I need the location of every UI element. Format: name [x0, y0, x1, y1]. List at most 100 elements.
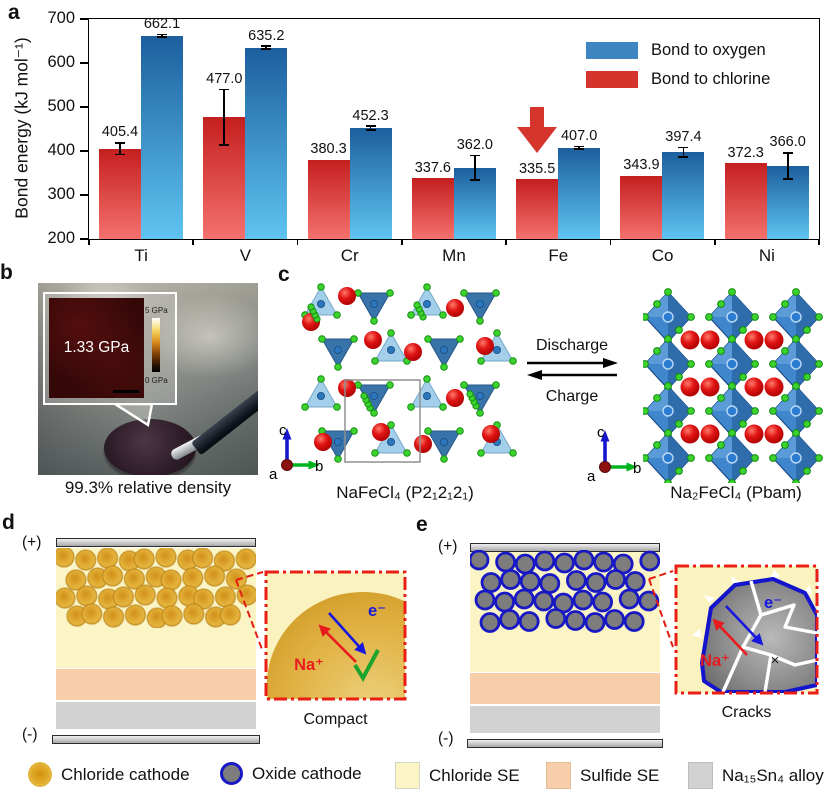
check-icon — [353, 649, 380, 683]
na-ion-arrow — [318, 624, 357, 663]
y-tick — [80, 150, 88, 152]
bar-value-label: 662.1 — [143, 15, 181, 32]
bar-value-label: 335.5 — [518, 160, 556, 177]
a-axis-origin — [599, 461, 611, 473]
legend-label: Bond to chlorine — [651, 70, 771, 88]
axis-label-b: b — [315, 458, 323, 475]
x-tick — [88, 239, 90, 245]
compact-inset: Na⁺ e⁻ — [264, 570, 407, 701]
x-tick — [609, 239, 612, 245]
error-cap — [219, 88, 230, 91]
electron-label: e⁻ — [764, 594, 782, 612]
na2fecl4-structure — [643, 288, 823, 483]
na-ion-label: Na⁺ — [294, 656, 324, 674]
na-ion-label: Na⁺ — [700, 652, 730, 670]
negative-terminal-e: (-) — [438, 730, 454, 747]
tweezers-handle — [191, 378, 258, 456]
bottom-electrode-d — [52, 735, 260, 744]
sulfide-se-layer-e — [470, 673, 660, 704]
bar-value-label: 452.3 — [352, 107, 389, 124]
x-tick-label: Ni — [758, 246, 775, 265]
axis-label-a: a — [587, 468, 596, 485]
x-tick-label: Mn — [442, 246, 466, 265]
top-electrode-e — [470, 543, 660, 552]
bar-value-label: 405.4 — [101, 124, 139, 141]
na2fecl4-label: Na₂FeCl₄ (Pbam) — [670, 483, 802, 502]
alloy-layer-d — [56, 702, 256, 729]
error-bar — [119, 142, 121, 155]
error-cap — [678, 156, 689, 158]
error-cap — [678, 146, 689, 149]
electron-arrow — [725, 605, 764, 646]
bar-bond-to-chlorine-Ti — [99, 148, 141, 239]
legend-swatch-icon — [586, 42, 638, 59]
bar-chart-plot-area: 200 300 400 500 600 700 Ti V Cr Mn Fe Co Ni 405.4 477.… — [47, 9, 820, 265]
cracks-caption: Cracks — [721, 704, 772, 721]
positive-terminal-d: (+) — [22, 534, 42, 551]
legend-label: Chloride cathode — [61, 764, 190, 784]
chloride-cathode-swatch-icon — [28, 762, 52, 787]
error-cap — [115, 153, 125, 156]
y-tick — [80, 194, 88, 196]
pellet-photo: 1.33 GPa 5 GPa 0 GPa — [38, 283, 258, 475]
x-tick — [401, 239, 403, 245]
bar-bond-to-oxygen-V — [245, 47, 288, 239]
legend-label: Sulfide SE — [580, 765, 660, 785]
y-tick — [80, 18, 88, 20]
y-tick-label: 500 — [47, 97, 75, 115]
legend-label: Chloride SE — [429, 765, 520, 785]
positive-terminal-e: (+) — [438, 538, 458, 555]
chart-legend-item: Bond to chlorine — [586, 70, 770, 89]
axis-label-c: c — [279, 422, 287, 439]
axis-label-b: b — [633, 460, 641, 477]
legend-item-chloride-se: Chloride SE — [395, 762, 520, 789]
panel-label-d: d — [2, 511, 15, 534]
sulfide-se-swatch-icon — [546, 762, 571, 789]
bar-bond-to-oxygen-Fe — [558, 147, 601, 239]
electron-arrow — [328, 612, 367, 655]
error-cap — [782, 151, 793, 154]
negative-terminal-d: (-) — [22, 726, 38, 743]
bar-value-label: 397.4 — [665, 128, 702, 145]
bottom-electrode-e — [467, 739, 663, 748]
cross-icon: × — [771, 652, 780, 669]
bar-bond-to-chlorine-Ni — [724, 163, 767, 239]
y-tick-label: 200 — [47, 229, 75, 247]
legend-item-oxide-cathode: Oxide cathode — [220, 762, 362, 785]
inset-pointer — [111, 403, 154, 428]
error-cap — [469, 154, 480, 157]
y-tick-label: 300 — [47, 185, 75, 203]
error-cap — [574, 145, 585, 148]
axis-label-c: c — [597, 424, 605, 441]
colorbar-max-label: 5 GPa — [145, 306, 168, 315]
bar-value-label: 635.2 — [248, 27, 285, 44]
bar-value-label: 407.0 — [560, 128, 598, 145]
nafecl4-label: NaFeCl₄ (P2₁2₁2₁) — [336, 483, 474, 502]
oxide-cathode-particles — [470, 550, 660, 633]
error-cap — [365, 128, 376, 131]
hardness-map: 1.33 GPa — [49, 298, 144, 398]
bar-value-label: 366.0 — [769, 134, 806, 151]
bar-bond-to-oxygen-Ti — [141, 35, 183, 239]
y-tick-label: 600 — [47, 53, 75, 71]
panel-label-c: c — [278, 263, 290, 286]
error-cap — [365, 125, 376, 128]
axis-triad-left: c b a — [269, 422, 323, 483]
x-tick-label: Cr — [340, 246, 359, 265]
bar-bond-to-chlorine-Mn — [411, 178, 454, 239]
compact-caption: Compact — [303, 711, 368, 728]
error-bar — [682, 147, 685, 157]
x-tick-label: Co — [651, 246, 674, 265]
error-bar — [578, 146, 580, 150]
error-cap — [782, 178, 793, 180]
x-tick-label: V — [239, 246, 252, 265]
scale-bar — [113, 389, 139, 393]
error-cap — [115, 142, 125, 144]
bar-value-label: 362.0 — [456, 136, 493, 153]
panel-label-a: a — [8, 1, 20, 24]
bar-value-label: 343.9 — [623, 157, 660, 174]
y-tick — [80, 106, 88, 108]
crack-lines — [721, 580, 817, 693]
axis-label-a: a — [269, 466, 278, 483]
c-axis-arrow — [600, 430, 610, 442]
